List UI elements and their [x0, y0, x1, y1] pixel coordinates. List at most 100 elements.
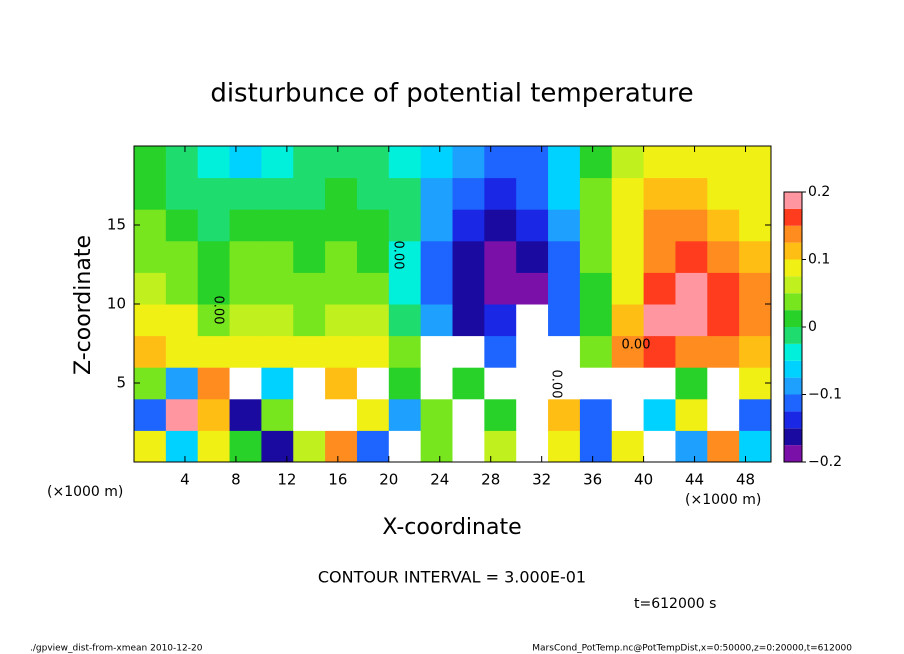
heat-cell	[739, 146, 772, 179]
heat-cell	[293, 398, 326, 431]
heat-cell	[675, 209, 708, 242]
heat-cell	[643, 367, 676, 400]
heat-cell	[134, 240, 167, 273]
heat-cell	[388, 146, 422, 179]
heat-cell	[516, 240, 549, 273]
heat-cell	[516, 177, 549, 210]
x-tick-label: 20	[379, 471, 398, 489]
heat-cell	[420, 240, 453, 273]
heat-cell	[229, 304, 262, 337]
colorbar-swatch	[784, 310, 802, 327]
heat-cell	[611, 272, 645, 305]
heat-cell	[484, 177, 517, 210]
colorbar-swatch	[784, 208, 802, 226]
heat-cell	[739, 430, 772, 463]
heat-cell	[579, 304, 613, 337]
heat-cell	[579, 146, 613, 179]
heat-cell	[707, 146, 740, 179]
y-tick-label: 10	[107, 295, 126, 313]
heat-cell	[548, 304, 581, 337]
y-tick-label: 15	[107, 216, 126, 234]
x-tick-label: 48	[736, 471, 755, 489]
heat-cell	[484, 398, 517, 431]
heat-cell	[293, 335, 326, 368]
heat-cell	[452, 240, 485, 273]
heat-cell	[420, 272, 453, 305]
colorbar-swatch	[784, 394, 802, 412]
heat-cell	[197, 335, 231, 368]
heat-cell	[611, 430, 645, 463]
heat-cell	[261, 367, 294, 400]
heat-cell	[420, 177, 453, 210]
heat-cell	[675, 146, 708, 179]
heat-cell	[707, 335, 740, 368]
heat-cell	[197, 177, 231, 210]
heat-cell	[388, 209, 422, 242]
heat-cell	[675, 177, 708, 210]
heat-cell	[293, 209, 326, 242]
heat-cell	[293, 367, 326, 400]
heat-cell	[134, 304, 167, 337]
x-tick-label: 8	[231, 471, 241, 489]
heat-cell	[165, 335, 199, 368]
y-axis-label: Z-coordinate	[71, 235, 96, 375]
heat-cell	[707, 367, 740, 400]
heat-cell	[579, 335, 613, 368]
heat-cell	[165, 146, 199, 179]
heat-cell	[420, 209, 453, 242]
footer: ./gpview_dist-from-xmean 2010-12-20	[30, 644, 203, 654]
heat-cell	[611, 177, 645, 210]
heat-cell	[356, 240, 390, 273]
heat-cell	[356, 146, 390, 179]
heat-cell	[134, 430, 167, 463]
heat-cell	[452, 398, 485, 431]
colorbar-swatch	[784, 411, 802, 429]
heat-cell	[356, 272, 390, 305]
heat-cell	[325, 430, 358, 463]
heat-cell	[325, 209, 358, 242]
heat-cell	[261, 398, 294, 431]
heat-cell	[261, 335, 294, 368]
heat-cell	[452, 430, 485, 463]
colorbar-swatch	[784, 276, 802, 294]
heat-cell	[707, 304, 740, 337]
colorbar-label: 0	[808, 319, 817, 335]
heat-cell	[293, 177, 326, 210]
heat-cell	[707, 430, 740, 463]
colorbar-swatch	[784, 343, 802, 361]
colorbar-swatch	[784, 428, 802, 446]
colorbar-label: 0.1	[808, 252, 830, 268]
heat-cell	[611, 240, 645, 273]
heat-cell	[579, 240, 613, 273]
heat-cell	[516, 367, 549, 400]
heat-cell	[739, 398, 772, 431]
colorbar-swatch	[784, 259, 802, 277]
heat-cell	[134, 398, 167, 431]
colorbar-swatch	[784, 377, 802, 395]
heat-cell	[675, 367, 708, 400]
heat-cell	[420, 335, 453, 368]
heat-cell	[325, 272, 358, 305]
time-label: t=612000 s	[634, 596, 716, 612]
heat-cell	[675, 304, 708, 337]
heat-cell	[134, 177, 167, 210]
heat-cell	[134, 272, 167, 305]
heat-cell	[611, 335, 645, 368]
heat-cell	[356, 304, 390, 337]
contour-label: 0.00	[622, 338, 651, 353]
x-tick-label: 32	[532, 471, 551, 489]
heat-cell	[134, 335, 167, 368]
heat-cell	[643, 335, 676, 368]
heat-cell	[197, 146, 231, 179]
heat-cell	[739, 177, 772, 210]
colorbar-swatch	[784, 327, 802, 344]
heat-cell	[197, 398, 231, 431]
heat-cell	[452, 335, 485, 368]
colorbar-swatch	[784, 225, 802, 243]
heat-cell	[452, 146, 485, 179]
heat-cell	[229, 177, 262, 210]
heat-cell	[356, 398, 390, 431]
heat-cell	[325, 367, 358, 400]
heat-cell	[261, 430, 294, 463]
heat-cell	[356, 177, 390, 210]
